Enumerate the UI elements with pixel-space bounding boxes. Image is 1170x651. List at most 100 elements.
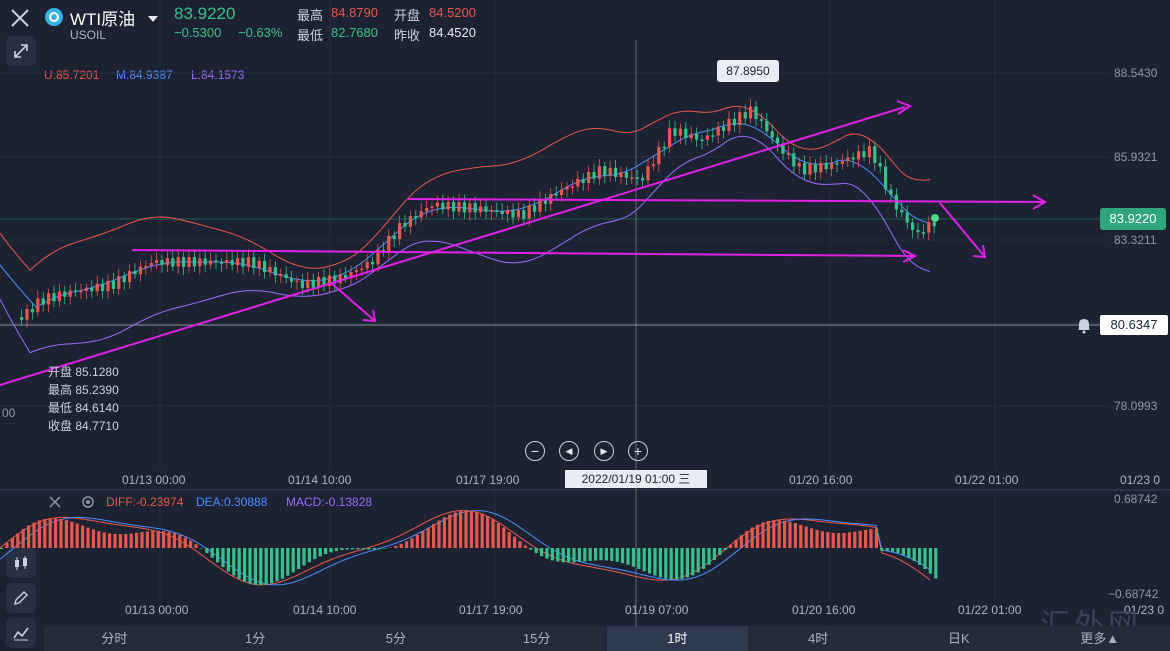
macd-bar: [318, 548, 322, 557]
candle-body: [776, 137, 780, 144]
macd-bar: [232, 548, 236, 576]
candle-body: [522, 210, 526, 219]
candle-body: [360, 268, 364, 271]
candle-body: [252, 257, 256, 268]
bell-icon[interactable]: [1075, 316, 1093, 339]
dropdown-icon[interactable]: [148, 10, 158, 28]
alert-price-tag[interactable]: 80.6347: [1100, 315, 1168, 335]
macd-bar: [523, 545, 527, 548]
zoom-in-button[interactable]: +: [628, 441, 648, 461]
tab-1hour[interactable]: 1时: [607, 626, 748, 651]
candle-body: [214, 260, 218, 263]
candle-body: [570, 186, 574, 189]
macd-bar: [189, 540, 193, 548]
candle-body: [106, 280, 110, 292]
macd-bar: [275, 548, 279, 582]
candle-body: [192, 257, 196, 267]
macd-bar: [253, 548, 257, 585]
macd-bar: [723, 548, 727, 550]
low-label: 最低: [297, 28, 324, 43]
gear-icon[interactable]: [80, 494, 96, 515]
price-change-pct: −0.63%: [238, 25, 283, 40]
macd-bar: [837, 533, 841, 548]
macd-bar: [372, 548, 376, 550]
macd-bar: [804, 526, 808, 548]
zoom-out-button[interactable]: −: [525, 441, 545, 461]
macd-bar: [410, 538, 414, 548]
macd-bar: [702, 548, 706, 569]
scroll-next-button[interactable]: ▶: [594, 441, 614, 461]
tab-daily[interactable]: 日K: [948, 631, 970, 646]
candle-body: [165, 258, 169, 265]
candle-body: [911, 222, 915, 230]
candle-body: [732, 118, 736, 126]
macd-close-icon[interactable]: [48, 495, 62, 514]
candle-body: [246, 257, 250, 267]
macd-bar: [329, 548, 333, 553]
macd-date-2: 01/14 10:00: [293, 603, 357, 617]
macd-bar: [75, 523, 79, 548]
candle-body: [857, 151, 861, 160]
macd-bar: [297, 548, 301, 569]
current-price: 83.9220: [174, 4, 236, 23]
candles-icon[interactable]: [6, 548, 36, 578]
candle-body: [587, 171, 591, 184]
candle-body: [176, 257, 180, 267]
macd-bar: [923, 548, 927, 570]
boll-upper: U:85.7201: [44, 68, 100, 82]
macd-bar: [891, 548, 895, 552]
current-price-tag: 83.9220: [1100, 208, 1166, 230]
candle-body: [781, 143, 785, 154]
candle-body: [300, 280, 304, 289]
candle-body: [900, 209, 904, 213]
tab-1min[interactable]: 1分: [245, 631, 266, 646]
candle-body: [754, 106, 758, 120]
candle-body: [538, 199, 542, 212]
candle-body: [851, 157, 855, 160]
candle-body: [171, 258, 175, 267]
shrink-icon[interactable]: [6, 36, 36, 66]
candle-body: [20, 317, 24, 320]
macd-bar: [928, 548, 932, 574]
tab-15min[interactable]: 15分: [522, 631, 551, 646]
candle-body: [792, 153, 796, 167]
tab-4hour[interactable]: 4时: [808, 631, 829, 646]
macd-bar: [243, 548, 247, 582]
macd-bar: [194, 544, 198, 548]
candle-body: [414, 216, 418, 218]
candle-body: [295, 280, 299, 283]
macd-bar: [205, 548, 209, 553]
candle-body: [41, 298, 45, 305]
date-label-5: 01/22 01:00: [955, 473, 1019, 487]
macd-bar: [286, 548, 290, 576]
candle-body: [878, 162, 882, 167]
macd-axis-top: 0.68742: [1114, 492, 1158, 506]
close-icon[interactable]: [8, 6, 32, 35]
macd-bar: [432, 523, 436, 548]
pencil-icon[interactable]: [6, 583, 36, 613]
macd-bar: [507, 532, 511, 548]
macd-bar: [399, 543, 403, 548]
macd-bar: [869, 529, 873, 548]
tab-more[interactable]: 更多▲: [1080, 631, 1120, 646]
macd-bar: [48, 518, 52, 548]
macd-bar: [826, 532, 830, 548]
candle-body: [25, 308, 29, 320]
candle-body: [241, 258, 245, 267]
macd-bar: [313, 548, 317, 560]
candle-body: [608, 167, 612, 176]
macd-bar: [86, 527, 90, 548]
macd-bar: [437, 520, 441, 548]
candle-body: [884, 166, 888, 190]
macd-bar: [604, 548, 608, 561]
scroll-prev-button[interactable]: ◀: [559, 441, 579, 461]
macd-bar: [486, 516, 490, 548]
instrument-name[interactable]: WTI原油: [70, 10, 136, 29]
candle-body: [668, 128, 672, 148]
tab-fenshi[interactable]: 分时: [101, 631, 128, 646]
candle-body: [182, 257, 186, 267]
tab-5min[interactable]: 5分: [385, 631, 406, 646]
indicator-icon[interactable]: [6, 618, 36, 648]
macd-bar: [54, 518, 58, 548]
